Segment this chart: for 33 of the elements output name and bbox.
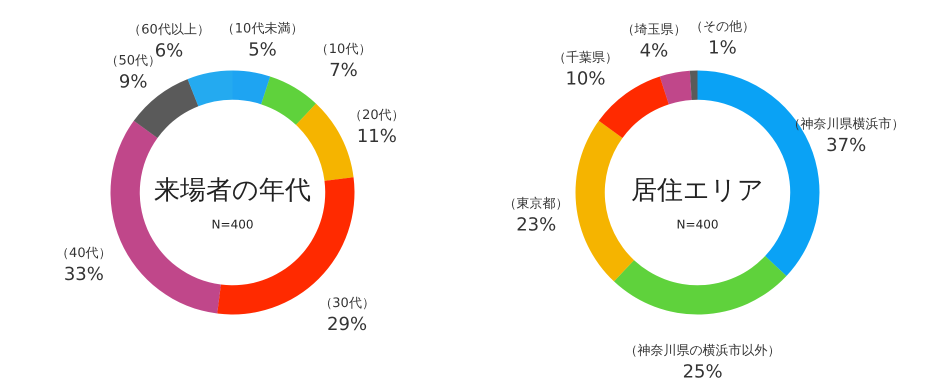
data-label: 4% (640, 40, 668, 62)
data-label: 29% (327, 314, 368, 336)
donut-slice (614, 256, 786, 314)
donut-slice (690, 70, 698, 100)
slice-label: （40代） (56, 246, 112, 261)
donut-slice (660, 70, 692, 104)
data-label: 23% (516, 214, 556, 236)
slice-label: （60代以上） (128, 22, 210, 38)
data-label: 1% (708, 38, 737, 59)
text: N=400 (212, 218, 254, 232)
slice-label: （20代） (349, 108, 405, 123)
slice-label: （埼玉県） (621, 22, 686, 38)
text: N=400 (676, 218, 718, 232)
data-label: 6% (154, 40, 184, 62)
data-label: 37% (826, 135, 866, 156)
slice-label: （千葉県） (552, 50, 618, 66)
text: 居住エリア (631, 176, 764, 206)
slice-label: （神奈川県の横浜市以外） (624, 343, 781, 358)
slice-label: （その他） (690, 20, 755, 35)
data-label: 10% (565, 68, 606, 90)
slice-label: （東京都） (504, 196, 569, 212)
slice-label: （10代） (316, 42, 372, 58)
donut-slice (261, 76, 316, 125)
data-label: 9% (118, 71, 148, 92)
data-label: 33% (64, 264, 104, 285)
slice-label: （神奈川県横浜市） (788, 117, 905, 132)
text: 来場者の年代 (154, 176, 311, 206)
data-label: 7% (329, 60, 358, 82)
data-label: 5% (248, 39, 277, 60)
data-label: 11% (356, 126, 397, 147)
slice-label: （10代未満） (222, 21, 304, 36)
slice-label: （30代） (319, 296, 375, 312)
data-label: 25% (682, 361, 723, 382)
